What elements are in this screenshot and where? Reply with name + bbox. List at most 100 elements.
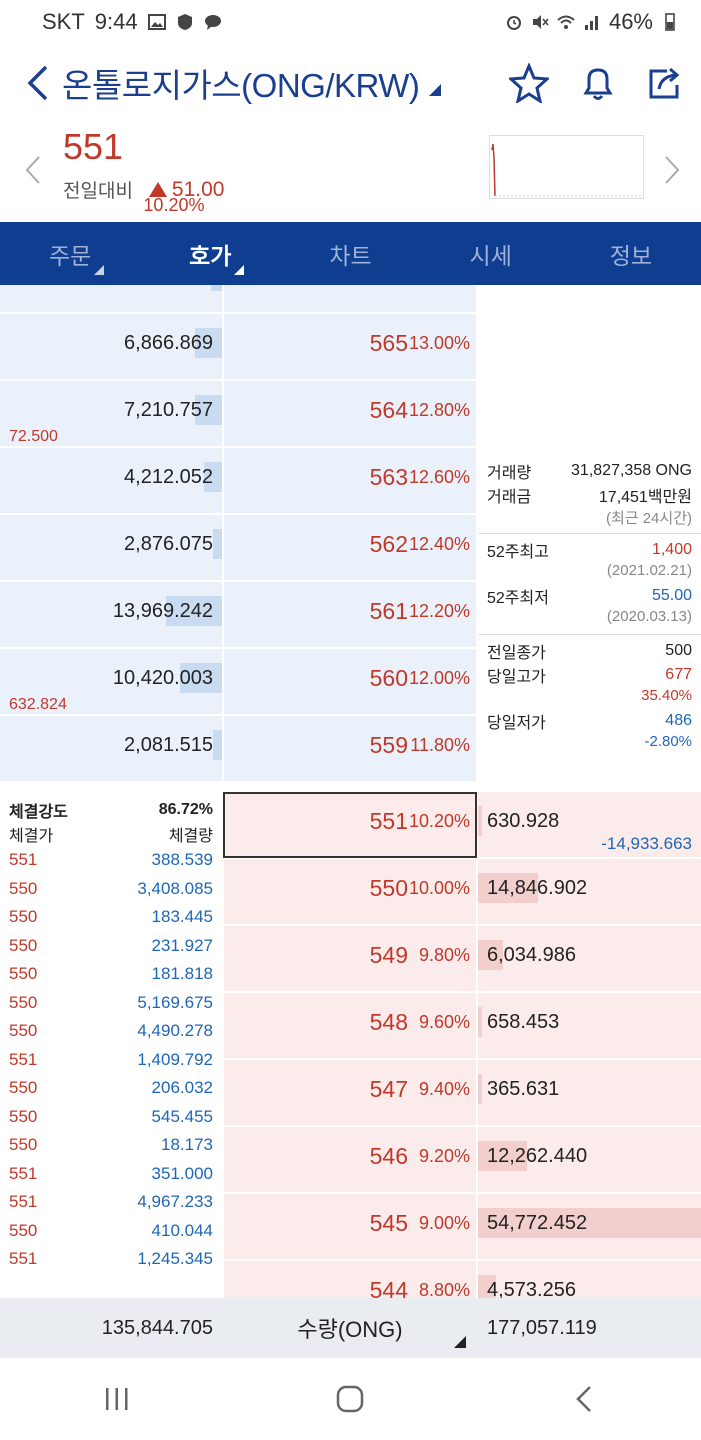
- bid-price-cell[interactable]: 550 10.00%: [224, 859, 476, 924]
- bid-qty-bar: [478, 1074, 482, 1104]
- bid-row[interactable]: 550 10.00% 14,846.902: [0, 859, 701, 924]
- tab-orderbook[interactable]: 호가: [140, 222, 280, 285]
- bid-pct: 9.40%: [418, 1079, 470, 1099]
- trade-row: 551 351.000: [0, 1160, 222, 1189]
- tab-order[interactable]: 주문: [0, 222, 140, 285]
- ask-pct: 12.20%: [408, 601, 470, 621]
- back-button[interactable]: [14, 53, 62, 113]
- ask-qty-cell: 2,081.515: [0, 716, 222, 781]
- bid-price: 550: [369, 875, 408, 901]
- tab-bar: 주문 호가 차트 시세 정보: [0, 222, 701, 285]
- bid-price-cell[interactable]: 549 9.80%: [224, 926, 476, 991]
- ask-price-cell[interactable]: 560 12.00%: [224, 649, 476, 714]
- bid-row[interactable]: 545 9.00% 54,772.452: [0, 1194, 701, 1259]
- ask-qty-cell: 5,330.166: [0, 285, 222, 312]
- share-button[interactable]: [642, 60, 688, 106]
- ask-price-cell[interactable]: 562 12.40%: [224, 515, 476, 580]
- ask-price: 562: [369, 531, 408, 557]
- page-title[interactable]: 온톨로지가스(ONG/KRW): [62, 67, 420, 104]
- ask-row[interactable]: 7,210.757 72.500 564 12.80%: [0, 381, 701, 446]
- bid-row[interactable]: 547 9.40% 365.631: [0, 1060, 701, 1125]
- bid-qty-cell: 14,846.902: [478, 859, 701, 924]
- period-note: (최근 24시간): [605, 510, 692, 527]
- tab-market[interactable]: 시세: [421, 222, 561, 285]
- ask-pct: 13.20%: [409, 285, 470, 287]
- ask-qty-cell: 2,876.075: [0, 515, 222, 580]
- bid-price-cell[interactable]: 545 9.00%: [224, 1194, 476, 1259]
- bid-pct: 9.00%: [418, 1213, 470, 1233]
- ask-price-cell[interactable]: 564 12.80%: [224, 381, 476, 446]
- ask-qty-bar: [204, 462, 222, 492]
- wifi-icon: [557, 15, 575, 29]
- signal-icon: [584, 16, 598, 30]
- recent-apps-button[interactable]: [87, 1374, 147, 1424]
- bid-price-cell[interactable]: 551 10.20%: [224, 792, 476, 857]
- tab-label: 정보: [609, 242, 653, 269]
- ask-side-amount: 72.500: [9, 428, 58, 445]
- trade-qty: 181.818: [151, 964, 213, 984]
- trade-price: 550: [9, 935, 38, 955]
- ask-row[interactable]: 4,212.052 563 12.60%: [0, 448, 701, 513]
- ask-qty: 5,330.166: [124, 285, 213, 288]
- next-coin-button[interactable]: [657, 150, 687, 190]
- bid-row[interactable]: 549 9.80% 6,034.986: [0, 926, 701, 991]
- favorite-button[interactable]: [506, 60, 552, 106]
- ask-price-cell[interactable]: 56613.20%: [224, 285, 476, 312]
- orderbook[interactable]: 5,330.16656613.20%6,866.86956513.00%7,21…: [0, 285, 701, 1298]
- tab-chart[interactable]: 차트: [280, 222, 420, 285]
- ask-row[interactable]: 5,330.166 56613.20%: [0, 285, 701, 312]
- tab-label: 차트: [329, 242, 372, 269]
- ask-price-cell[interactable]: 565 13.00%: [224, 314, 476, 379]
- bid-price-cell[interactable]: 548 9.60%: [224, 993, 476, 1058]
- bid-price-cell[interactable]: 547 9.40%: [224, 1060, 476, 1125]
- bid-price-cell[interactable]: 546 9.20%: [224, 1127, 476, 1192]
- trade-qty-header: 체결량: [168, 828, 213, 845]
- trade-price: 551: [9, 1049, 38, 1069]
- bid-pct: 10.00%: [408, 878, 470, 898]
- bid-qty: 630.928: [487, 810, 560, 832]
- bid-row[interactable]: 548 9.60% 658.453: [0, 993, 701, 1058]
- bid-qty: 14,846.902: [487, 877, 588, 899]
- ask-qty-cell: 4,212.052: [0, 448, 222, 513]
- bid-price-cell[interactable]: 544 8.80%: [224, 1261, 476, 1298]
- prev-coin-button[interactable]: [18, 150, 48, 190]
- trade-price: 550: [9, 907, 38, 927]
- bid-price: 548: [369, 1009, 408, 1035]
- amount-label: 거래금: [487, 489, 532, 506]
- system-back-button[interactable]: [554, 1374, 614, 1424]
- ask-row[interactable]: 2,876.075 562 12.40%: [0, 515, 701, 580]
- up-triangle-icon: [148, 182, 167, 197]
- ask-price-cell[interactable]: 563 12.60%: [224, 448, 476, 513]
- bid-qty: 54,772.452: [487, 1212, 588, 1234]
- trade-row: 551 4,967.233: [0, 1188, 222, 1217]
- trade-qty: 388.539: [151, 850, 213, 870]
- bid-row[interactable]: 551 10.20% 630.928 -14,933.663: [0, 792, 701, 858]
- alert-button[interactable]: [575, 60, 621, 106]
- title-dropdown-icon[interactable]: [427, 82, 443, 98]
- bid-row[interactable]: 544 8.80% 4,573.256: [0, 1261, 701, 1298]
- star-icon: [509, 63, 549, 103]
- ask-row[interactable]: 2,081.515 559 11.80%: [0, 716, 701, 781]
- bid-qty-cell: 6,034.986: [478, 926, 701, 991]
- tab-label: 시세: [469, 242, 512, 269]
- ask-price-cell[interactable]: 559 11.80%: [224, 716, 476, 781]
- current-price-highlight: [223, 792, 477, 858]
- home-button[interactable]: [320, 1374, 380, 1424]
- trade-row: 550 18.173: [0, 1131, 222, 1160]
- day-high-pct: 35.40%: [641, 687, 692, 704]
- bid-qty-bar: [478, 940, 503, 970]
- info-divider: [478, 634, 701, 635]
- unit-label: 수량(ONG): [297, 1317, 403, 1342]
- ask-qty: 10,420.003: [112, 667, 213, 689]
- trade-price: 550: [9, 1220, 38, 1240]
- tab-info[interactable]: 정보: [561, 222, 701, 285]
- bid-row[interactable]: 546 9.20% 12,262.440: [0, 1127, 701, 1192]
- low52-value: 55.00: [651, 587, 692, 604]
- ask-row[interactable]: 13,969.242 561 12.20%: [0, 582, 701, 647]
- ask-row[interactable]: 6,866.869 565 13.00%: [0, 314, 701, 379]
- ask-row[interactable]: 10,420.003 632.824 560 12.00%: [0, 649, 701, 714]
- unit-selector[interactable]: 수량(ONG): [224, 1298, 476, 1358]
- mini-chart[interactable]: [489, 135, 644, 199]
- tab-label: 주문: [48, 242, 92, 269]
- ask-price-cell[interactable]: 561 12.20%: [224, 582, 476, 647]
